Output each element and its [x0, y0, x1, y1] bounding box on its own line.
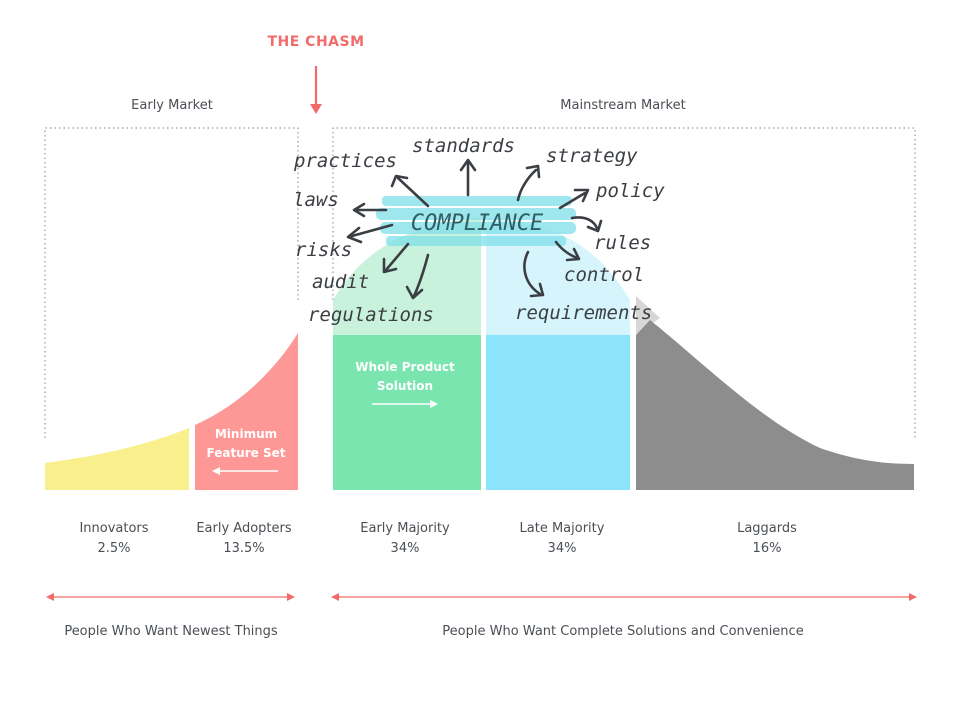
compliance-center-label: COMPLIANCE [411, 211, 544, 236]
minimum-feature-set-line-2: Feature Set [207, 446, 286, 460]
early-majority-share: 34% [391, 541, 420, 556]
segment-late-majority [486, 218, 630, 490]
right-arrow-icon [372, 400, 438, 408]
word-rules: rules [594, 232, 651, 254]
word-requirements: requirements [515, 302, 652, 324]
whole-product-line-1: Whole Product [355, 360, 455, 374]
innovators-share: 2.5% [97, 541, 130, 556]
segment-laggards [636, 296, 914, 490]
word-laws: laws [293, 189, 339, 211]
laggards-share: 16% [753, 541, 782, 556]
word-risks: risks [295, 239, 352, 261]
early-market-label: Early Market [131, 98, 213, 113]
word-strategy: strategy [546, 145, 638, 167]
segment-innovators [45, 428, 189, 490]
late-majority-label: Late Majority [520, 521, 605, 536]
chasm-label: THE CHASM [267, 34, 364, 50]
chasm-arrow [310, 66, 322, 114]
segment-early-adopters [195, 333, 298, 490]
mainstream-market-label: Mainstream Market [560, 98, 685, 113]
mainstream-bottom-label: People Who Want Complete Solutions and C… [442, 624, 803, 639]
early-bottom-label: People Who Want Newest Things [64, 624, 278, 639]
early-adopters-share: 13.5% [223, 541, 264, 556]
laggards-label: Laggards [737, 521, 797, 536]
segment-early-majority [333, 218, 481, 490]
word-regulations: regulations [308, 304, 434, 326]
word-standards: standards [412, 135, 515, 157]
early-range-arrow [46, 593, 295, 601]
mainstream-range-arrow [331, 593, 917, 601]
whole-product-line-2: Solution [377, 379, 433, 393]
early-market-bracket [44, 127, 299, 438]
early-adopters-label: Early Adopters [196, 521, 292, 536]
left-arrow-icon [212, 467, 278, 475]
word-policy: policy [595, 180, 665, 202]
minimum-feature-set-line-1: Minimum [215, 427, 277, 441]
innovators-label: Innovators [79, 521, 148, 536]
early-majority-label: Early Majority [360, 521, 450, 536]
compliance-arrows [346, 158, 603, 300]
late-majority-share: 34% [548, 541, 577, 556]
mainstream-market-bracket [332, 127, 916, 438]
word-practices: practices [293, 150, 397, 172]
word-control: control [564, 264, 644, 286]
compliance-highlight [376, 196, 576, 246]
word-audit: audit [312, 271, 369, 293]
